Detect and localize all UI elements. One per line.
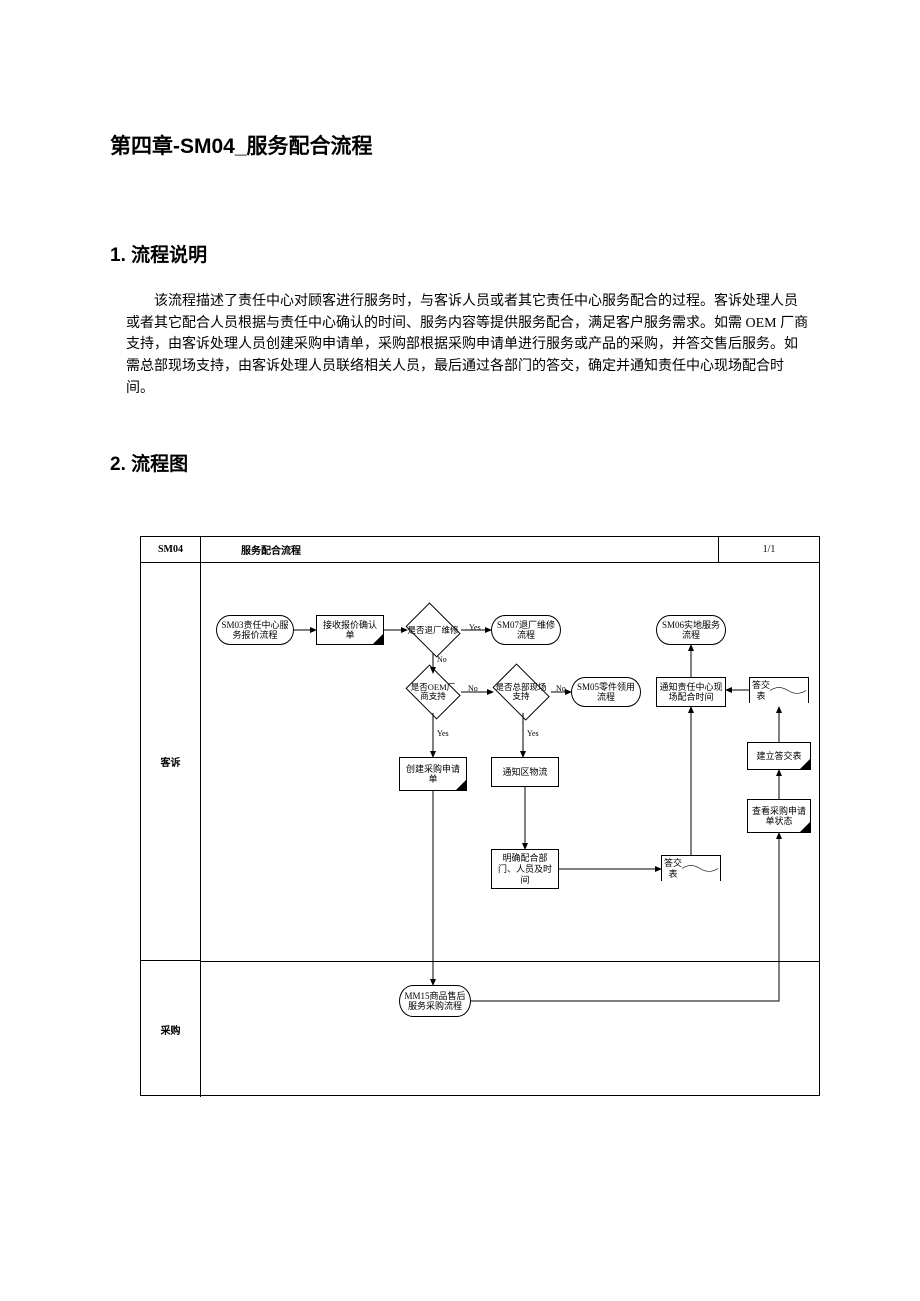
- node-sm03: SM03责任中心服务报价流程: [216, 615, 294, 645]
- node-check-pr-status: 查看采购申请单状态: [747, 799, 811, 833]
- swimlane-purchase: 采购: [141, 961, 201, 1097]
- label-yes-3: Yes: [527, 729, 539, 738]
- node-notify-logistics-label: 通知区物流: [502, 767, 547, 778]
- swimlane-customer: 客诉: [141, 563, 201, 961]
- node-notify-center: 通知责任中心现场配合时间: [656, 677, 726, 707]
- decision-hq-onsite: 是否总部现场支持: [489, 669, 553, 715]
- label-no-1: No: [437, 655, 447, 664]
- flow-code: SM04: [141, 537, 201, 562]
- node-sm05: SM05零件领用流程: [571, 677, 641, 707]
- flow-title: 服务配合流程: [201, 537, 719, 562]
- label-no-2: No: [468, 684, 478, 693]
- node-confirm-team: 明确配合部门、人员及时间: [491, 849, 559, 889]
- decision-hq-onsite-label: 是否总部现场支持: [489, 683, 553, 703]
- lane-divider: [201, 961, 819, 962]
- document-page: 第四章-SM04_服务配合流程 1. 流程说明 该流程描述了责任中心对顾客进行服…: [0, 0, 920, 1096]
- node-create-pr-label: 创建采购申请单: [402, 764, 464, 786]
- flowchart: SM04 服务配合流程 1/1 客诉 采购 SM03责任中心服务报价流程 接收报…: [140, 536, 820, 1096]
- node-receive-quote: 接收报价确认单: [316, 615, 384, 645]
- section-1-title: 1. 流程说明: [110, 240, 810, 267]
- flowchart-container: SM04 服务配合流程 1/1 客诉 采购 SM03责任中心服务报价流程 接收报…: [140, 536, 810, 1096]
- label-yes-1: Yes: [469, 623, 481, 632]
- doc-reply-1: 答交表: [749, 677, 809, 703]
- doc-reply-1-label: 答交表: [752, 680, 770, 702]
- node-build-reply: 建立答交表: [747, 742, 811, 770]
- node-build-reply-label: 建立答交表: [756, 751, 801, 762]
- doc-reply-2: 答交表: [661, 855, 721, 881]
- node-sm06: SM06实地服务流程: [656, 615, 726, 645]
- decision-oem: 是否OEM厂商支持: [403, 669, 463, 715]
- doc-reply-2-label: 答交表: [664, 858, 682, 880]
- node-create-pr: 创建采购申请单: [399, 757, 467, 791]
- flow-page: 1/1: [719, 537, 819, 562]
- label-no-3: No: [556, 684, 566, 693]
- decision-return-repair: 是否退厂维修: [403, 607, 463, 653]
- node-sm07: SM07退厂维修流程: [491, 615, 561, 645]
- process-description: 该流程描述了责任中心对顾客进行服务时，与客诉人员或者其它责任中心服务配合的过程。…: [126, 291, 810, 399]
- label-yes-2: Yes: [437, 729, 449, 738]
- chapter-title: 第四章-SM04_服务配合流程: [110, 130, 810, 160]
- flowchart-header: SM04 服务配合流程 1/1: [141, 537, 819, 563]
- node-notify-center-label: 通知责任中心现场配合时间: [659, 682, 723, 704]
- node-receive-quote-label: 接收报价确认单: [319, 620, 381, 642]
- node-mm15: MM15商品售后服务采购流程: [399, 985, 471, 1017]
- node-confirm-team-label: 明确配合部门、人员及时间: [494, 853, 556, 885]
- decision-oem-label: 是否OEM厂商支持: [403, 683, 463, 703]
- section-2-title: 2. 流程图: [110, 449, 810, 476]
- decision-return-repair-label: 是否退厂维修: [403, 626, 462, 636]
- node-notify-logistics: 通知区物流: [491, 757, 559, 787]
